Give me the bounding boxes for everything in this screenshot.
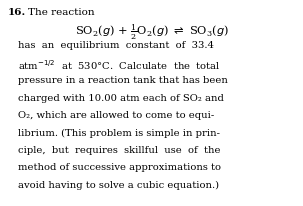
Text: The reaction: The reaction	[28, 8, 95, 17]
Text: charged with 10.00 atm each of SO₂ and: charged with 10.00 atm each of SO₂ and	[18, 94, 224, 103]
Text: pressure in a reaction tank that has been: pressure in a reaction tank that has bee…	[18, 76, 228, 85]
Text: librium. (This problem is simple in prin-: librium. (This problem is simple in prin…	[18, 129, 220, 138]
Text: ciple,  but  requires  skillful  use  of  the: ciple, but requires skillful use of the	[18, 146, 221, 155]
Text: $\mathregular{SO_2}$($g$) + $\mathregular{\frac{1}{2}}$$\mathregular{O_2}$($g$) : $\mathregular{SO_2}$($g$) + $\mathregula…	[75, 22, 229, 42]
Text: atm$^{-1/2}$  at  530°C.  Calculate  the  total: atm$^{-1/2}$ at 530°C. Calculate the tot…	[18, 59, 221, 72]
Text: O₂, which are allowed to come to equi-: O₂, which are allowed to come to equi-	[18, 111, 214, 120]
Text: method of successive approximations to: method of successive approximations to	[18, 164, 221, 172]
Text: has  an  equilibrium  constant  of  33.4: has an equilibrium constant of 33.4	[18, 41, 214, 50]
Text: avoid having to solve a cubic equation.): avoid having to solve a cubic equation.)	[18, 181, 219, 190]
Text: 16.: 16.	[8, 8, 26, 17]
